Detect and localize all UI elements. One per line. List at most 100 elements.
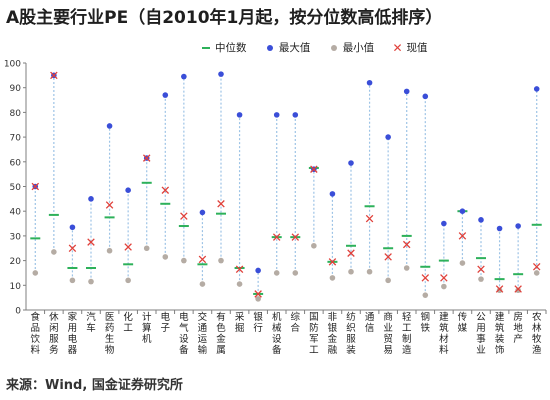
max-point (515, 223, 521, 229)
max-point (255, 267, 261, 274)
current-point (514, 285, 522, 293)
max-point (106, 123, 113, 129)
x-category-label: 钢铁 (421, 311, 431, 334)
y-tick-label: 90 (10, 84, 22, 94)
min-point (366, 268, 373, 275)
current-point (50, 71, 58, 80)
min-point (348, 268, 354, 275)
min-point (218, 257, 224, 264)
legend-current-label: 现值 (406, 42, 428, 54)
current-point (477, 265, 485, 274)
min-point (51, 249, 57, 255)
x-category-label: 通信 (365, 312, 375, 334)
x-category-label: 银行 (253, 311, 263, 334)
current-point (440, 274, 448, 282)
min-point (459, 260, 466, 266)
current-x-icon: ✕ (392, 41, 403, 55)
x-category-label: 公用事业 (476, 312, 486, 356)
legend-min-label: 最小值 (342, 42, 375, 54)
current-point (217, 200, 225, 208)
chart-legend: 中位数 最大值 最小值 ✕ 现值 (200, 40, 442, 55)
y-tick-label: 80 (10, 109, 22, 119)
x-category-label: 传媒 (458, 311, 468, 334)
x-category-label: 电气设备 (179, 311, 189, 356)
current-point (161, 186, 170, 194)
x-category-label: 休闲服务 (49, 311, 59, 356)
current-point (402, 240, 411, 249)
min-point (385, 277, 391, 284)
min-point (403, 265, 410, 271)
x-category-label: 化工 (123, 311, 133, 334)
x-category-label: 房地产 (513, 311, 523, 345)
max-point (218, 71, 224, 77)
max-point (385, 134, 391, 140)
x-category-label: 医药生物 (105, 312, 115, 356)
max-point (199, 209, 206, 216)
min-point (162, 254, 169, 260)
legend-min: 最小值 (328, 40, 375, 55)
x-category-label: 采掘 (235, 312, 245, 334)
current-point (198, 255, 207, 264)
y-tick-label: 60 (10, 158, 22, 168)
min-point (181, 257, 187, 264)
current-point (272, 233, 281, 241)
max-point (348, 160, 354, 166)
min-point (32, 270, 39, 276)
chart-title: A股主要行业PE（自2010年1月起，按分位数高低排序） (6, 8, 443, 28)
current-point (310, 165, 318, 173)
max-point (459, 208, 466, 214)
max-point (125, 187, 131, 194)
max-point (292, 112, 299, 118)
pe-range-chart: 0 10 20 30 40 50 60 70 80 90 100 食品饮料休闲服务家用电器汽车医药生物… (4, 60, 547, 356)
max-point (366, 79, 373, 86)
y-tick-label: 30 (10, 232, 22, 242)
max-point (403, 88, 410, 95)
y-tick-label: 20 (10, 257, 22, 267)
min-point (533, 270, 540, 276)
x-category-label: 交通运输 (198, 311, 208, 356)
current-point (347, 249, 355, 257)
max-point (533, 86, 540, 92)
min-point (143, 245, 150, 252)
current-point (31, 182, 40, 191)
max-point (69, 224, 76, 231)
max-point (181, 73, 187, 80)
x-category-label: 商业贸易 (383, 311, 393, 356)
min-point (478, 276, 484, 282)
max-point (496, 225, 503, 232)
current-point (124, 243, 132, 251)
y-tick-label: 40 (10, 208, 22, 218)
y-tick-label: 50 (10, 183, 22, 193)
min-point (69, 277, 76, 284)
max-point (88, 196, 94, 202)
max-point (236, 112, 243, 118)
median-swatch-icon (200, 43, 212, 53)
min-point (125, 277, 131, 284)
max-point (273, 112, 280, 118)
x-category-label: 轻工制造 (402, 311, 412, 356)
current-point (180, 212, 188, 220)
current-point (532, 263, 541, 271)
max-point (441, 220, 447, 227)
current-point (495, 285, 504, 293)
min-point (292, 270, 299, 276)
x-category-label: 电子 (161, 311, 171, 334)
source-note: 来源：Wind, 国金证券研究所 (6, 378, 183, 393)
y-tick-label: 70 (10, 134, 22, 144)
max-point (422, 93, 429, 100)
x-category-label: 食品饮料 (31, 311, 41, 356)
max-point (478, 217, 484, 223)
current-point (384, 253, 392, 261)
max-dot-icon (264, 43, 276, 53)
min-point (496, 287, 503, 294)
min-point (88, 278, 94, 285)
min-point (329, 275, 336, 281)
min-point (311, 242, 317, 249)
min-point (255, 296, 261, 302)
legend-median: 中位数 (200, 40, 247, 55)
current-point (328, 258, 337, 266)
legend-max-label: 最大值 (278, 42, 311, 54)
min-point (106, 247, 113, 254)
min-point (515, 287, 521, 294)
x-category-label: 家用电器 (68, 311, 78, 356)
